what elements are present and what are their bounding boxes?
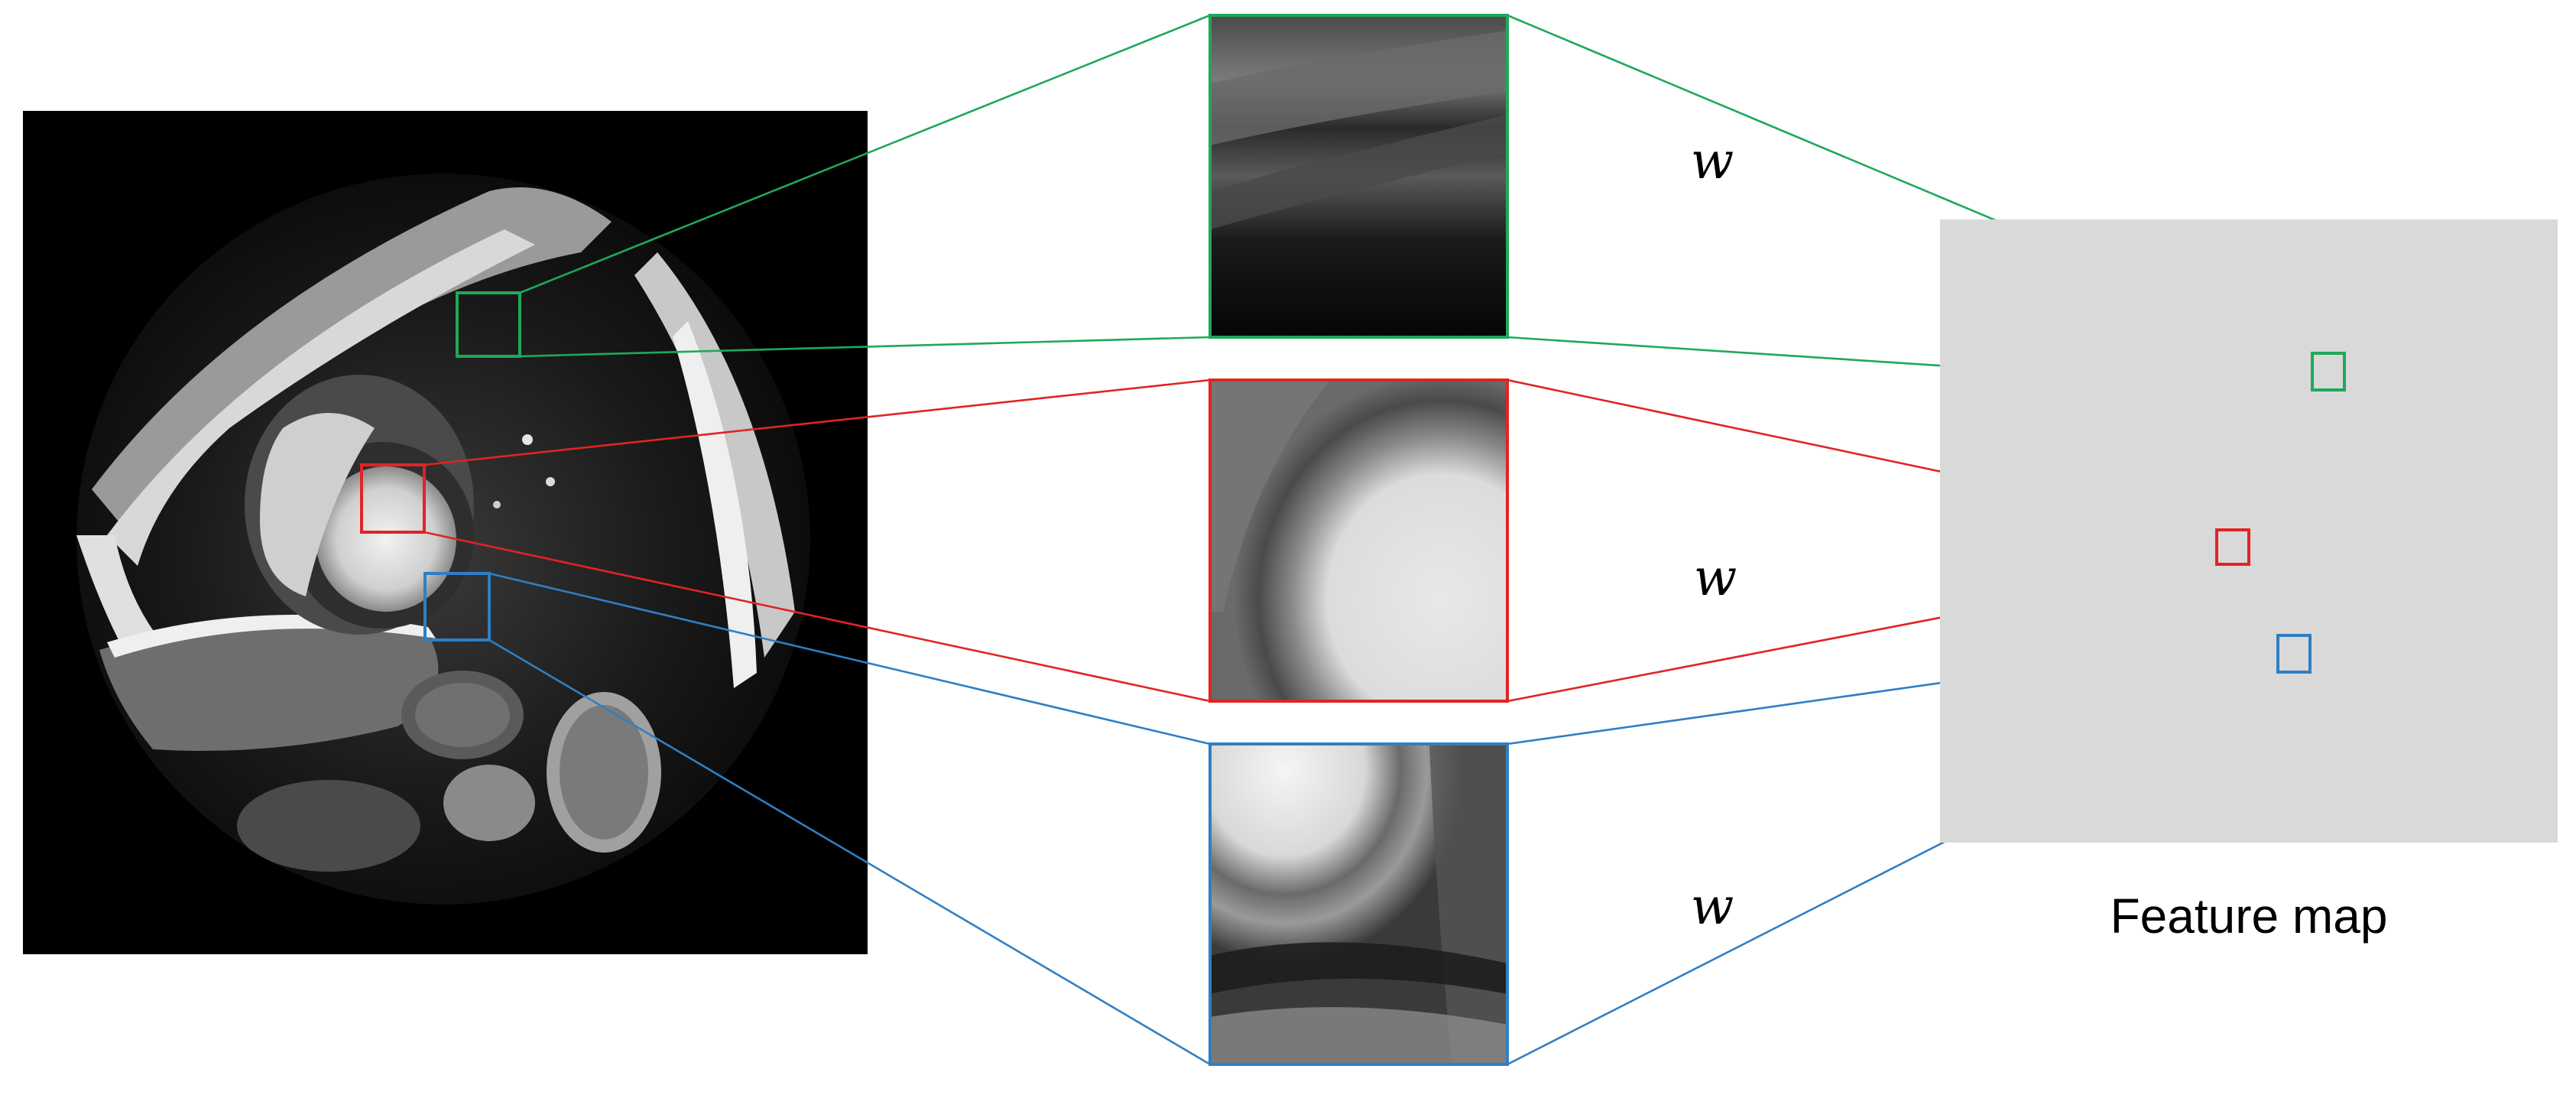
red-connector <box>423 531 1211 703</box>
blue-feature-cell <box>2276 634 2312 674</box>
green-connector <box>519 336 1211 358</box>
feature-map-label: Feature map <box>2110 888 2388 944</box>
green-feature-cell <box>2311 352 2346 391</box>
blue-connector <box>488 572 1211 746</box>
weight-symbol: w <box>1694 548 1737 607</box>
mri-field-of-view <box>76 174 810 905</box>
red-connector <box>423 378 1211 466</box>
green-connector <box>519 14 1211 294</box>
red-feature-cell <box>2215 528 2250 566</box>
weight-symbol: w <box>1691 132 1734 190</box>
red-patch <box>1209 378 1509 703</box>
blue-connector <box>488 638 1211 1066</box>
red-receptive-field-box <box>360 463 426 534</box>
mri-image <box>23 111 868 954</box>
weight-symbol: w <box>1691 877 1734 936</box>
blue-receptive-field-box <box>423 572 491 642</box>
green-patch <box>1209 14 1509 339</box>
green-receptive-field-box <box>456 291 521 358</box>
blue-patch <box>1209 742 1509 1066</box>
